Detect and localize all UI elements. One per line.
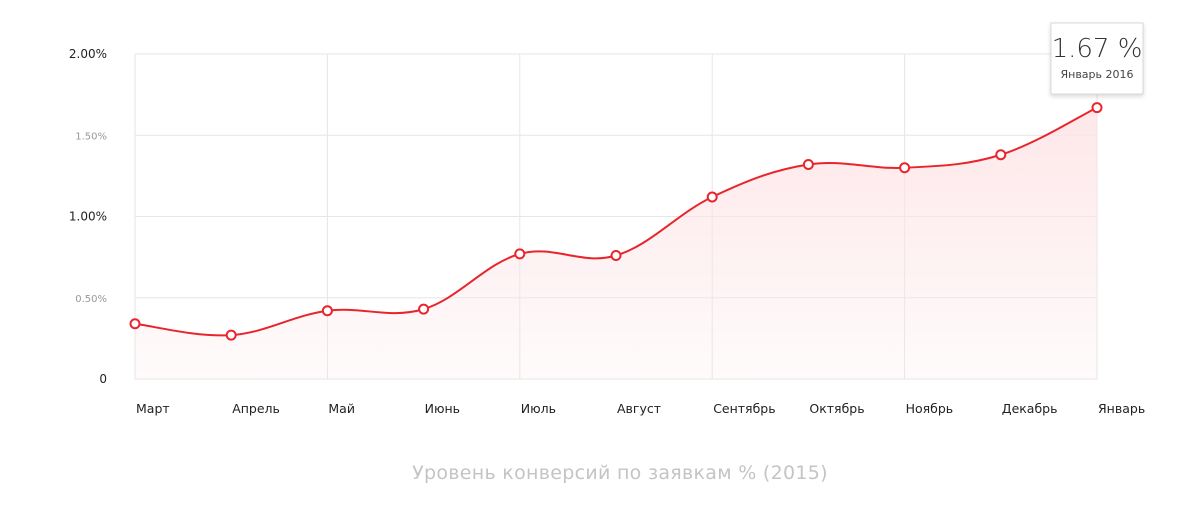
value-tooltip: 1.67 % Январь 2016 (1050, 22, 1144, 95)
data-point-1[interactable] (129, 318, 141, 330)
y-tick-label: 0.50% (75, 294, 107, 305)
x-tick-label: Август (617, 401, 661, 416)
x-tick-label: Сентябрь (713, 401, 775, 416)
x-tick-label: Май (328, 401, 355, 416)
data-point-6[interactable] (610, 250, 622, 261)
x-tick-label: Март (136, 401, 170, 416)
y-tick-label: 0 (99, 372, 107, 386)
data-point-3[interactable] (321, 305, 333, 317)
x-tick-label: Июль (521, 401, 556, 416)
chart-points (129, 102, 1103, 341)
y-axis-labels: 0 0.50% 1.00% 1.50% 2.00% (69, 47, 107, 386)
data-point-8[interactable] (802, 159, 814, 170)
x-tick-label: Июнь (425, 401, 460, 416)
x-tick-label: Октябрь (809, 401, 864, 416)
data-point-2[interactable] (225, 329, 237, 341)
data-point-9[interactable] (899, 162, 911, 174)
y-tick-label: 2.00% (69, 47, 107, 61)
x-tick-label: Апрель (232, 401, 280, 416)
data-point-11[interactable] (1091, 102, 1103, 114)
data-point-7[interactable] (706, 191, 718, 203)
data-point-4[interactable] (418, 303, 430, 315)
y-tick-label: 1.00% (69, 210, 107, 224)
x-tick-label: Ноябрь (906, 401, 954, 416)
chart-area-fill (135, 107, 1097, 379)
x-tick-label: Январь (1098, 401, 1145, 416)
tooltip-box (1050, 22, 1144, 95)
data-point-10[interactable] (995, 149, 1007, 161)
tooltip-value: 1.67 % (1052, 34, 1143, 64)
x-axis-labels: Март Апрель Май Июнь Июль Август Сентябрь Октяб… (136, 401, 1145, 416)
area-fill (135, 107, 1097, 379)
y-tick-label: 1.50% (75, 131, 107, 142)
data-point-5[interactable] (514, 248, 526, 260)
tooltip-label: Январь 2016 (1060, 68, 1133, 81)
chart-title: Уровень конверсий по заявкам % (2015) (412, 462, 828, 484)
x-tick-label: Декабрь (1002, 401, 1058, 416)
